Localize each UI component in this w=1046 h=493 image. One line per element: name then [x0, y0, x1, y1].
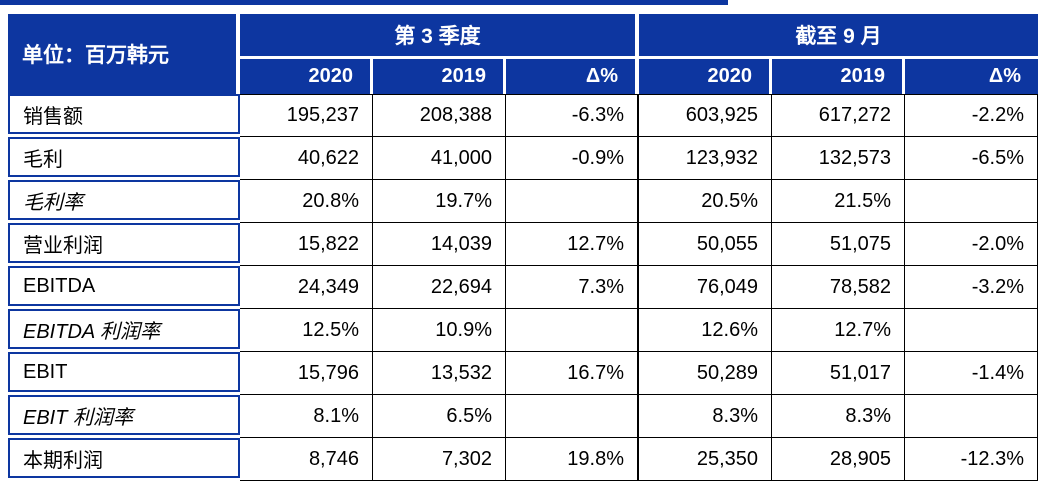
cell: 13,532 [373, 352, 506, 395]
table-header: 单位：百万韩元 第 3 季度 截至 9 月 2020 2019 Δ% 2020 … [8, 14, 1038, 94]
cell: 208,388 [373, 94, 506, 137]
cell: 7,302 [373, 438, 506, 481]
row-label-sales: 销售额 [8, 94, 240, 134]
cell: 16.7% [506, 352, 639, 395]
cell: -12.3% [905, 438, 1038, 481]
cell: 12.7% [506, 223, 639, 266]
cell: 8.1% [240, 395, 373, 438]
cell: 51,075 [772, 223, 905, 266]
cell: 19.7% [373, 180, 506, 223]
cell: 14,039 [373, 223, 506, 266]
cell: 76,049 [639, 266, 772, 309]
cell: -6.3% [506, 94, 639, 137]
cell: 617,272 [772, 94, 905, 137]
cell: 41,000 [373, 137, 506, 180]
unit-label: 单位：百万韩元 [22, 44, 169, 67]
cell: 12.6% [639, 309, 772, 352]
table-row-label: EBITDA [8, 266, 240, 309]
cell: 78,582 [772, 266, 905, 309]
cell: 25,350 [639, 438, 772, 481]
cell: -3.2% [905, 266, 1038, 309]
row-label-ebit-margin: EBIT 利润率 [8, 395, 240, 435]
cell: 20.8% [240, 180, 373, 223]
cell: 6.5% [373, 395, 506, 438]
cell: -2.2% [905, 94, 1038, 137]
row-label-ebitda-margin: EBITDA 利润率 [8, 309, 240, 349]
cell: 50,289 [639, 352, 772, 395]
table-row-label: EBIT 利润率 [8, 395, 240, 438]
cell: 21.5% [772, 180, 905, 223]
cell [506, 395, 639, 438]
cell: 15,796 [240, 352, 373, 395]
cell: -0.9% [506, 137, 639, 180]
column-header-q3-2020: 2020 [240, 59, 373, 94]
cell: 15,822 [240, 223, 373, 266]
cell [506, 180, 639, 223]
cell: 20.5% [639, 180, 772, 223]
financial-table: 单位：百万韩元 第 3 季度 截至 9 月 2020 2019 Δ% 2020 … [8, 14, 1038, 481]
row-label-net-profit: 本期利润 [8, 438, 240, 478]
cell: 7.3% [506, 266, 639, 309]
table-row-label: EBITDA 利润率 [8, 309, 240, 352]
table-row-label: 毛利 [8, 137, 240, 180]
column-header-ytd-2020: 2020 [639, 59, 772, 94]
row-label-gross-margin: 毛利率 [8, 180, 240, 220]
cell: -1.4% [905, 352, 1038, 395]
cell: 123,932 [639, 137, 772, 180]
column-header-q3-2019: 2019 [373, 59, 506, 94]
cell: 8,746 [240, 438, 373, 481]
cell: 195,237 [240, 94, 373, 137]
cell: 8.3% [639, 395, 772, 438]
table-row-label: EBIT [8, 352, 240, 395]
cell: 50,055 [639, 223, 772, 266]
cell: 40,622 [240, 137, 373, 180]
column-header-ytd-delta: Δ% [905, 59, 1038, 94]
cell: 12.7% [772, 309, 905, 352]
cell: 51,017 [772, 352, 905, 395]
cell: 10.9% [373, 309, 506, 352]
cell [506, 309, 639, 352]
cell: 12.5% [240, 309, 373, 352]
table-row-label: 营业利润 [8, 223, 240, 266]
table-row-label: 毛利率 [8, 180, 240, 223]
cell: 132,573 [772, 137, 905, 180]
column-header-ytd-2019: 2019 [772, 59, 905, 94]
row-label-gross-profit: 毛利 [8, 137, 240, 177]
table-row-label: 销售额 [8, 94, 240, 137]
cell: 19.8% [506, 438, 639, 481]
cell: 603,925 [639, 94, 772, 137]
group-header-q3: 第 3 季度 [240, 14, 639, 56]
cell [905, 395, 1038, 438]
cell: 28,905 [772, 438, 905, 481]
cell: 22,694 [373, 266, 506, 309]
cell: 8.3% [772, 395, 905, 438]
cell: -2.0% [905, 223, 1038, 266]
table-body: 销售额 195,237 208,388 -6.3% 603,925 617,27… [8, 94, 1038, 481]
row-label-ebitda: EBITDA [8, 266, 240, 306]
table-row-label: 本期利润 [8, 438, 240, 481]
cell: -6.5% [905, 137, 1038, 180]
group-header-ytd: 截至 9 月 [639, 14, 1038, 56]
row-label-operating-profit: 营业利润 [8, 223, 240, 263]
unit-label-cell: 单位：百万韩元 [8, 14, 240, 94]
cell: 24,349 [240, 266, 373, 309]
column-header-q3-delta: Δ% [506, 59, 639, 94]
row-label-ebit: EBIT [8, 352, 240, 392]
top-accent-bar [0, 0, 728, 5]
cell [905, 309, 1038, 352]
cell [905, 180, 1038, 223]
